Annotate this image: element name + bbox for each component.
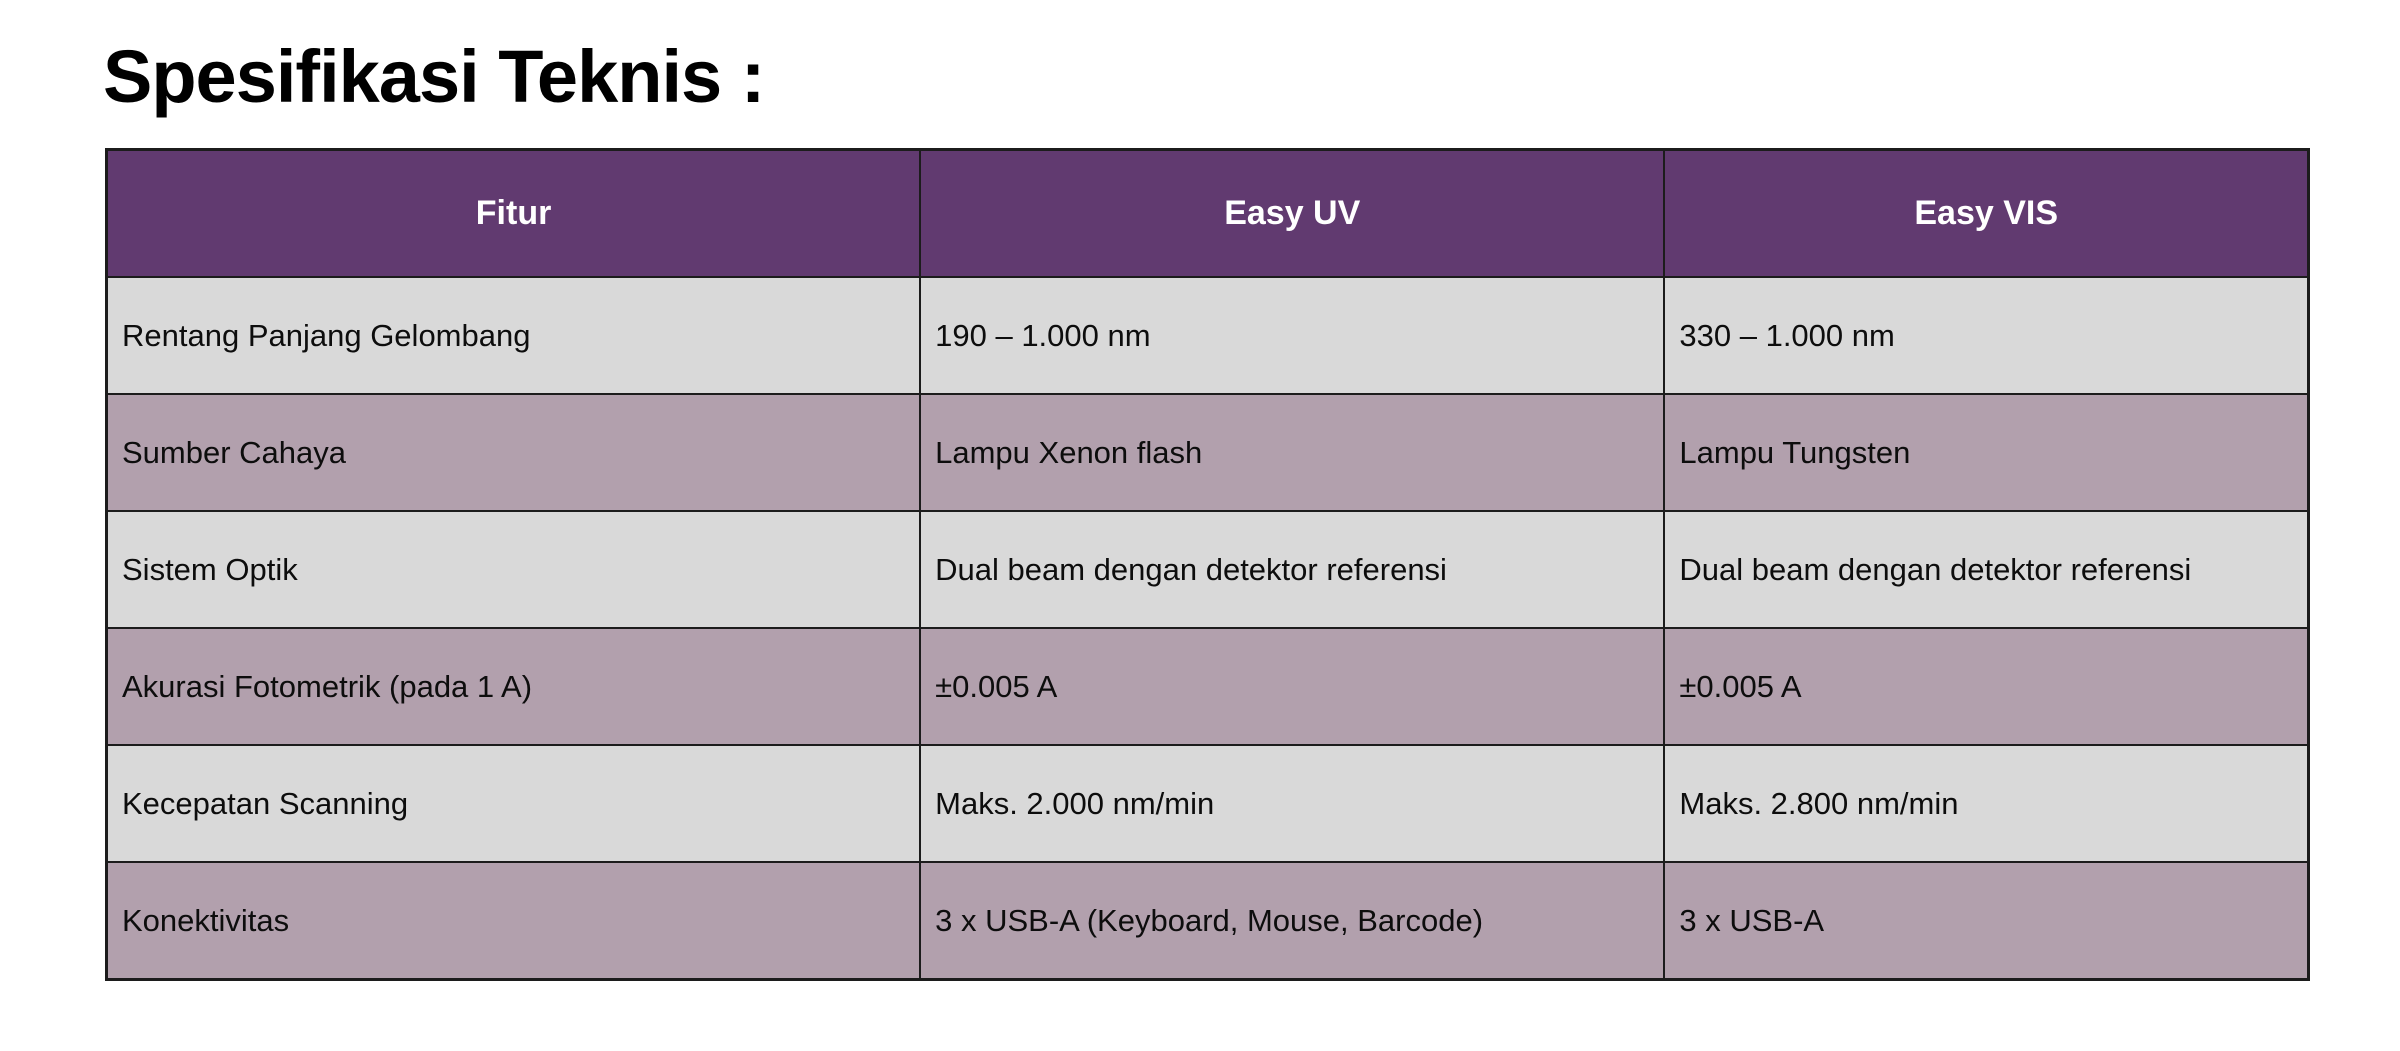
page-title: Spesifikasi Teknis : [103,35,765,118]
table-row: Sistem Optik Dual beam dengan detektor r… [105,510,2310,629]
table-row: Sumber Cahaya Lampu Xenon flash Lampu Tu… [105,393,2310,512]
spec-table-body: Rentang Panjang Gelombang 190 – 1.000 nm… [105,276,2310,981]
cell-easy-uv: 190 – 1.000 nm [919,276,1666,395]
cell-feature: Konektivitas [105,861,922,981]
table-row: Rentang Panjang Gelombang 190 – 1.000 nm… [105,276,2310,395]
cell-easy-vis: Lampu Tungsten [1663,393,2310,512]
cell-easy-vis: Dual beam dengan detektor referensi [1663,510,2310,629]
cell-easy-uv: 3 x USB-A (Keyboard, Mouse, Barcode) [919,861,1666,981]
header-row: Fitur Easy UV Easy VIS [105,148,2310,278]
column-header-fitur: Fitur [105,148,922,278]
column-header-easy-uv: Easy UV [919,148,1666,278]
cell-easy-vis: ±0.005 A [1663,627,2310,746]
cell-easy-vis: 330 – 1.000 nm [1663,276,2310,395]
cell-feature: Sumber Cahaya [105,393,922,512]
table-row: Kecepatan Scanning Maks. 2.000 nm/min Ma… [105,744,2310,863]
cell-easy-vis: Maks. 2.800 nm/min [1663,744,2310,863]
cell-easy-uv: ±0.005 A [919,627,1666,746]
cell-easy-uv: Dual beam dengan detektor referensi [919,510,1666,629]
cell-feature: Kecepatan Scanning [105,744,922,863]
cell-easy-uv: Maks. 2.000 nm/min [919,744,1666,863]
cell-easy-vis: 3 x USB-A [1663,861,2310,981]
cell-feature: Sistem Optik [105,510,922,629]
cell-feature: Rentang Panjang Gelombang [105,276,922,395]
table-row: Akurasi Fotometrik (pada 1 A) ±0.005 A ±… [105,627,2310,746]
spec-table-header: Fitur Easy UV Easy VIS [105,148,2310,278]
column-header-easy-vis: Easy VIS [1663,148,2310,278]
cell-easy-uv: Lampu Xenon flash [919,393,1666,512]
cell-feature: Akurasi Fotometrik (pada 1 A) [105,627,922,746]
table-row: Konektivitas 3 x USB-A (Keyboard, Mouse,… [105,861,2310,981]
spec-table: Fitur Easy UV Easy VIS Rentang Panjang G… [105,148,2310,981]
